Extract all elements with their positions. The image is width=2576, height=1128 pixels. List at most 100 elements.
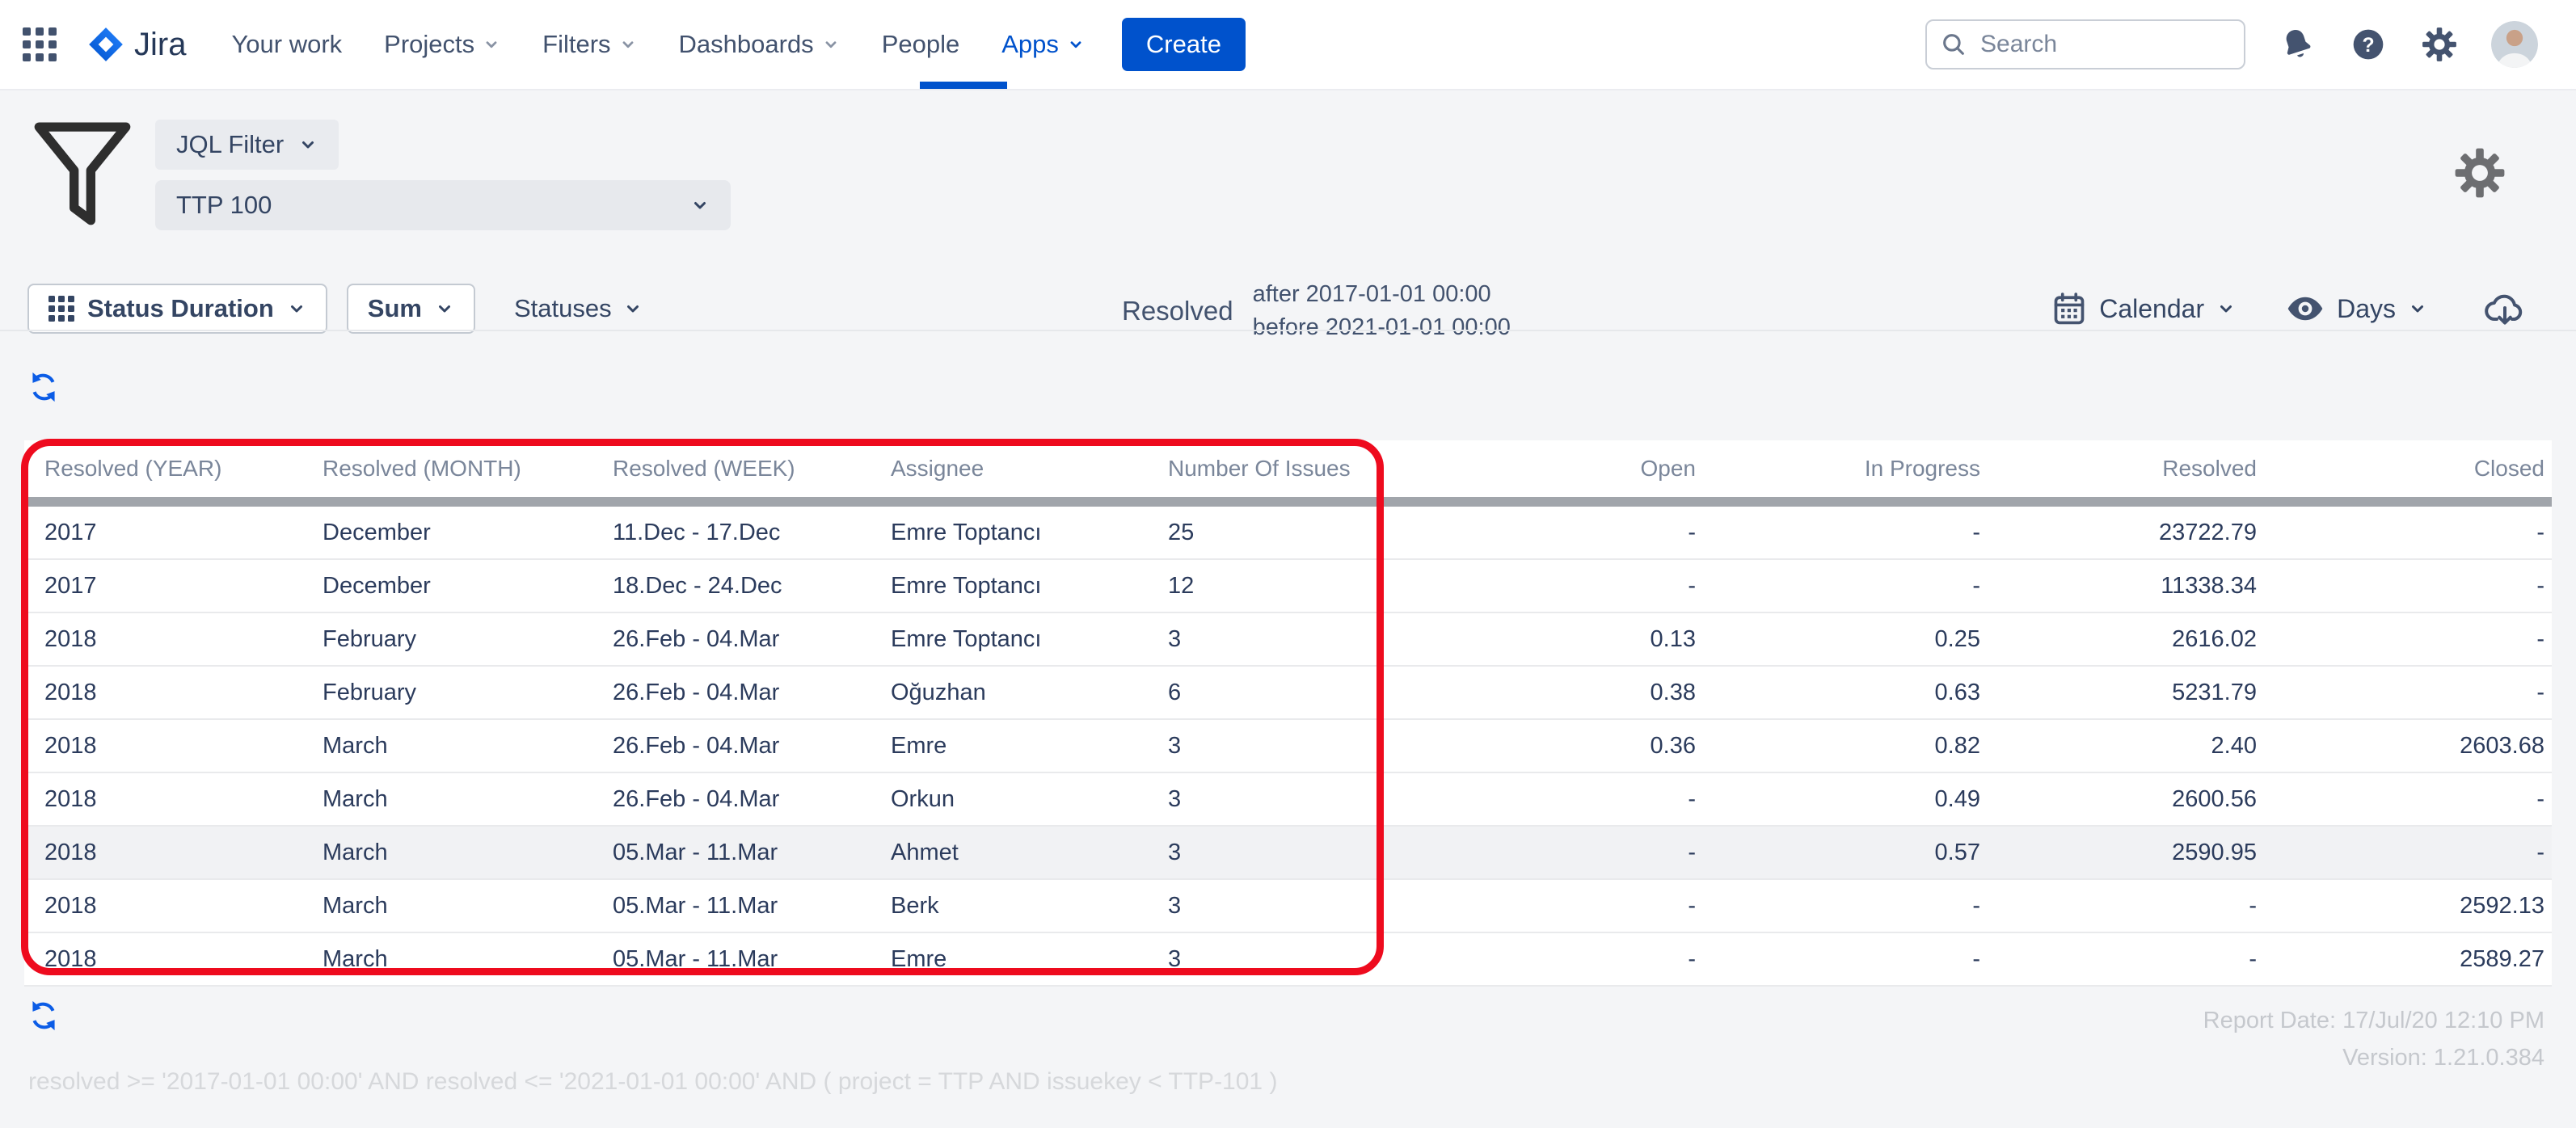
chevron-down-icon: [298, 135, 318, 154]
table-cell: -: [2257, 666, 2552, 719]
top-navbar: Jira Your work Projects Filters Dashboards P…: [0, 0, 2576, 90]
days-unit-dropdown[interactable]: Days: [2286, 294, 2427, 324]
section-divider: [0, 330, 2576, 331]
chevron-down-icon: [2216, 299, 2236, 318]
create-button[interactable]: Create: [1122, 18, 1246, 71]
jql-query-text: resolved >= '2017-01-01 00:00' AND resol…: [28, 1068, 1277, 1096]
table-cell: March: [323, 879, 613, 932]
calendar-label: Calendar: [2099, 294, 2204, 324]
table-cell: -: [1455, 559, 1696, 612]
table-cell: 2018: [24, 666, 323, 719]
table-cell: 2017: [24, 559, 323, 612]
report-table-body: 2017December11.Dec - 17.DecEmre Toptancı…: [24, 502, 2552, 986]
help-icon[interactable]: ?: [2349, 25, 2388, 64]
table-cell: December: [323, 559, 613, 612]
saved-filter-select[interactable]: TTP 100: [155, 180, 731, 230]
table-cell: Emre: [891, 719, 1168, 772]
table-cell: 0.13: [1455, 612, 1696, 666]
table-cell: -: [2257, 612, 2552, 666]
table-cell: 26.Feb - 04.Mar: [613, 719, 891, 772]
resolved-date-range: Resolved after 2017-01-01 00:00 before 2…: [1122, 278, 1511, 344]
column-header[interactable]: Number Of Issues: [1168, 440, 1455, 502]
jira-logo-icon: [87, 26, 124, 63]
chevron-down-icon: [1067, 36, 1085, 53]
statuses-dropdown[interactable]: Statuses: [514, 294, 643, 323]
table-cell: -: [1980, 879, 2257, 932]
notifications-bell-icon[interactable]: [2278, 25, 2317, 64]
status-duration-label: Status Duration: [87, 294, 274, 323]
table-cell: 2590.95: [1980, 826, 2257, 879]
table-row: 2018February26.Feb - 04.MarEmre Toptancı…: [24, 612, 2552, 666]
table-cell: Ahmet: [891, 826, 1168, 879]
grid-icon: [48, 296, 74, 322]
refresh-icon[interactable]: [29, 1000, 58, 1031]
nav-item-filters[interactable]: Filters: [542, 30, 636, 59]
nav-item-apps[interactable]: Apps: [1001, 30, 1085, 59]
nav-item-people[interactable]: People: [882, 30, 960, 59]
nav-item-dashboards[interactable]: Dashboards: [679, 30, 840, 59]
app-switcher-icon[interactable]: [23, 27, 57, 61]
funnel-filter-icon: [31, 120, 134, 231]
table-cell: -: [2257, 559, 2552, 612]
sum-dropdown[interactable]: Sum: [347, 284, 475, 334]
report-meta: Report Date: 17/Jul/20 12:10 PM Version:…: [2203, 1002, 2544, 1076]
chevron-down-icon: [435, 299, 454, 318]
table-cell: 25: [1168, 502, 1455, 559]
resolved-after: after 2017-01-01 00:00: [1253, 281, 1491, 307]
table-cell: 05.Mar - 11.Mar: [613, 879, 891, 932]
table-header-row: Resolved (YEAR)Resolved (MONTH)Resolved …: [24, 440, 2552, 502]
refresh-icon[interactable]: [29, 372, 58, 402]
resolved-label: Resolved: [1122, 296, 1233, 326]
table-row: 2017December18.Dec - 24.DecEmre Toptancı…: [24, 559, 2552, 612]
column-header[interactable]: Assignee: [891, 440, 1168, 502]
table-cell: Orkun: [891, 772, 1168, 826]
table-cell: 2018: [24, 932, 323, 986]
sum-label: Sum: [368, 294, 422, 323]
table-cell: 2.40: [1980, 719, 2257, 772]
nav-item-projects[interactable]: Projects: [384, 30, 500, 59]
table-cell: March: [323, 826, 613, 879]
resolved-dates: after 2017-01-01 00:00 before 2021-01-01…: [1253, 278, 1511, 344]
search-box[interactable]: [1925, 19, 2245, 69]
table-cell: -: [1455, 879, 1696, 932]
table-cell: 2018: [24, 879, 323, 932]
table-cell: -: [1455, 772, 1696, 826]
table-cell: 11.Dec - 17.Dec: [613, 502, 891, 559]
jql-filter-dropdown[interactable]: JQL Filter: [155, 120, 339, 170]
table-cell: 05.Mar - 11.Mar: [613, 932, 891, 986]
column-header[interactable]: Open: [1455, 440, 1696, 502]
column-header[interactable]: Resolved (YEAR): [24, 440, 323, 502]
table-cell: 3: [1168, 719, 1455, 772]
table-cell: -: [1696, 932, 1980, 986]
table-cell: -: [1696, 879, 1980, 932]
nav-item-your-work[interactable]: Your work: [231, 30, 342, 59]
column-header[interactable]: Resolved (MONTH): [323, 440, 613, 502]
calendar-dropdown[interactable]: Calendar: [2051, 291, 2236, 326]
jira-logo[interactable]: Jira: [87, 26, 186, 63]
report-settings-gear-icon[interactable]: [2454, 147, 2506, 199]
settings-gear-icon[interactable]: [2420, 25, 2459, 64]
column-header[interactable]: In Progress: [1696, 440, 1980, 502]
table-cell: 6: [1168, 666, 1455, 719]
chevron-down-icon: [623, 299, 643, 318]
table-cell: 0.82: [1696, 719, 1980, 772]
resolved-before: before 2021-01-01 00:00: [1253, 314, 1511, 340]
table-cell: 3: [1168, 879, 1455, 932]
export-cloud-download-icon[interactable]: [2484, 289, 2526, 328]
table-cell: 3: [1168, 826, 1455, 879]
column-header[interactable]: Closed: [2257, 440, 2552, 502]
column-header[interactable]: Resolved (WEEK): [613, 440, 891, 502]
table-cell: -: [1696, 502, 1980, 559]
eye-icon: [2286, 295, 2325, 322]
table-cell: 12: [1168, 559, 1455, 612]
nav-item-label: Projects: [384, 30, 474, 59]
status-duration-dropdown[interactable]: Status Duration: [27, 284, 327, 334]
nav-item-label: People: [882, 30, 960, 59]
column-header[interactable]: Resolved: [1980, 440, 2257, 502]
chevron-down-icon: [287, 299, 306, 318]
status-duration-report-table: Resolved (YEAR)Resolved (MONTH)Resolved …: [24, 440, 2552, 987]
search-input[interactable]: [1979, 30, 2231, 59]
filter-section: JQL Filter TTP 100: [31, 120, 731, 231]
table-row: 2018March05.Mar - 11.MarBerk3---2592.13: [24, 879, 2552, 932]
user-avatar[interactable]: [2491, 21, 2538, 68]
